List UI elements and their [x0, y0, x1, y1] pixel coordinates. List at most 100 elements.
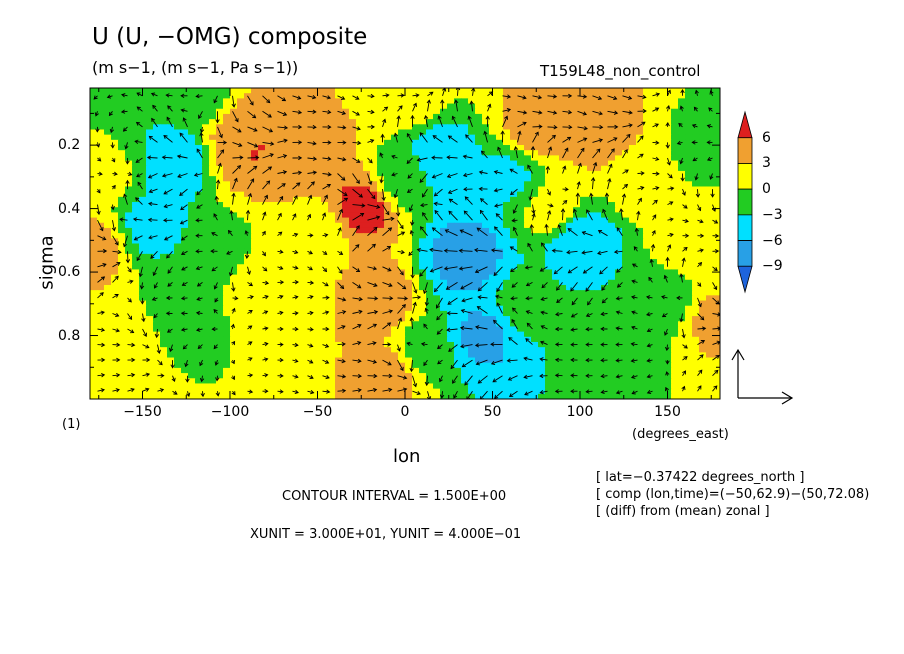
field-cell: [524, 108, 532, 115]
field-cell: [279, 170, 287, 177]
field-cell: [426, 316, 434, 322]
field-cell: [223, 264, 231, 271]
field-cell: [321, 119, 329, 125]
field-cell: [314, 212, 322, 219]
field-cell: [286, 264, 294, 271]
field-cell: [216, 150, 224, 156]
field-cell: [650, 191, 658, 198]
field-cell: [426, 88, 434, 94]
field-cell: [160, 326, 168, 333]
field-cell: [321, 321, 329, 328]
field-cell: [146, 103, 154, 110]
field-cell: [293, 186, 301, 193]
field-cell: [545, 347, 553, 353]
field-cell: [699, 295, 707, 302]
field-cell: [307, 165, 315, 172]
field-cell: [349, 305, 357, 312]
field-cell: [342, 212, 350, 219]
field-cell: [601, 93, 609, 99]
field-cell: [559, 253, 567, 260]
field-cell: [706, 357, 714, 364]
field-cell: [279, 310, 287, 317]
field-cell: [629, 227, 637, 234]
field-cell: [216, 124, 224, 131]
field-cell: [363, 357, 371, 364]
field-cell: [363, 88, 371, 94]
field-cell: [622, 93, 630, 99]
field-cell: [713, 145, 720, 151]
field-cell: [265, 207, 273, 213]
field-cell: [391, 150, 399, 156]
field-cell: [363, 113, 371, 120]
field-cell: [489, 176, 497, 182]
field-cell: [440, 316, 448, 322]
field-cell: [503, 347, 511, 353]
field-cell: [461, 160, 469, 167]
field-cell: [412, 150, 420, 156]
field-cell: [650, 181, 658, 188]
field-cell: [286, 284, 294, 291]
field-cell: [538, 347, 546, 353]
field-cell: [230, 248, 238, 255]
field-cell: [412, 186, 420, 193]
field-cell: [552, 129, 560, 136]
field-cell: [97, 367, 105, 374]
field-cell: [461, 331, 469, 338]
field-cell: [482, 207, 490, 213]
field-cell: [482, 305, 490, 312]
field-cell: [503, 316, 511, 322]
field-cell: [510, 212, 518, 219]
field-cell: [251, 186, 259, 193]
field-cell: [202, 227, 210, 234]
field-cell: [328, 217, 336, 224]
field-cell: [419, 310, 427, 317]
field-cell: [489, 326, 497, 333]
field-cell: [580, 124, 588, 131]
field-cell: [699, 264, 707, 271]
field-cell: [496, 150, 504, 156]
field-cell: [258, 93, 266, 99]
field-cell: [650, 202, 658, 208]
field-cell: [167, 238, 175, 245]
field-cell: [657, 113, 665, 120]
field-cell: [111, 113, 119, 120]
field-cell: [538, 227, 546, 234]
field-cell: [685, 305, 693, 312]
field-cell: [580, 259, 588, 265]
field-cell: [692, 222, 700, 229]
field-cell: [685, 196, 693, 203]
field-cell: [447, 248, 455, 255]
field-cell: [636, 321, 644, 328]
field-cell: [181, 321, 189, 328]
field-cell: [328, 129, 336, 136]
field-cell: [692, 259, 700, 265]
field-cell: [132, 155, 140, 162]
field-cell: [398, 170, 406, 177]
field-cell: [342, 373, 350, 379]
field-cell: [433, 357, 441, 364]
field-cell: [538, 103, 546, 110]
field-cell: [286, 119, 294, 125]
field-cell: [678, 259, 686, 265]
field-cell: [622, 181, 630, 188]
field-cell: [279, 113, 287, 120]
field-cell: [167, 336, 175, 343]
field-cell: [405, 295, 413, 302]
field-cell: [447, 98, 455, 105]
field-cell: [706, 326, 714, 333]
field-cell: [391, 284, 399, 291]
field-cell: [293, 129, 301, 136]
field-cell: [377, 331, 385, 338]
field-cell: [405, 238, 413, 245]
field-cell: [349, 284, 357, 291]
field-cell: [377, 176, 385, 182]
field-cell: [454, 129, 462, 136]
field-cell: [412, 243, 420, 250]
field-cell: [510, 150, 518, 156]
field-cell: [433, 186, 441, 193]
field-cell: [587, 160, 595, 167]
field-cell: [370, 347, 378, 353]
field-cell: [230, 145, 238, 151]
field-cell: [244, 113, 252, 120]
field-cell: [335, 367, 343, 374]
